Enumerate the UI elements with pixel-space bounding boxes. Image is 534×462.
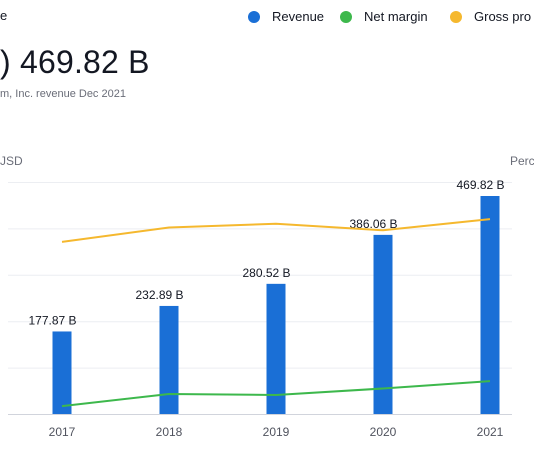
bar-label-2018: 232.89 B (136, 288, 184, 302)
left-axis-unit: JSD (0, 154, 23, 168)
legend-label-gross-profit: Gross pro (474, 9, 532, 24)
x-tick-2018: 2018 (156, 425, 183, 439)
bar-2020 (373, 234, 393, 414)
legend-item-revenue[interactable]: Revenue (248, 9, 324, 24)
headline-caption: m, Inc. revenue Dec 2021 (0, 88, 126, 100)
bar-label-2020: 386.06 B (350, 217, 398, 231)
x-tick-2021: 2021 (477, 425, 504, 439)
legend-label-net-margin: Net margin (364, 9, 428, 24)
x-tick-2017: 2017 (49, 425, 76, 439)
bar-label-2017: 177.87 B (29, 313, 77, 327)
x-tick-2020: 2020 (370, 425, 397, 439)
legend-dot-net-margin (340, 10, 352, 23)
headline-value: ) 469.82 B (0, 44, 150, 81)
legend-item-net-margin[interactable]: Net margin (340, 9, 428, 24)
legend-dot-revenue (248, 10, 260, 23)
legend-item-gross-profit[interactable]: Gross pro (450, 9, 531, 24)
x-tick-2019: 2019 (263, 425, 290, 439)
bar-2018 (159, 305, 179, 414)
line-gross-pro (61, 218, 491, 243)
headline-amount: 469.82 B (19, 44, 150, 80)
bar-2021 (480, 196, 500, 414)
legend-dot-gross-profit (450, 10, 462, 23)
right-axis-unit: Perc (510, 154, 534, 168)
chart-title: e (0, 8, 8, 23)
bar-label-2021: 469.82 B (457, 178, 505, 192)
bar-label-2019: 280.52 B (243, 266, 291, 280)
line-net-margin (61, 380, 491, 408)
bar-2017 (52, 331, 72, 414)
legend-label-revenue: Revenue (272, 9, 325, 24)
headline-prefix: ) (0, 44, 11, 80)
bar-2019 (266, 283, 286, 414)
